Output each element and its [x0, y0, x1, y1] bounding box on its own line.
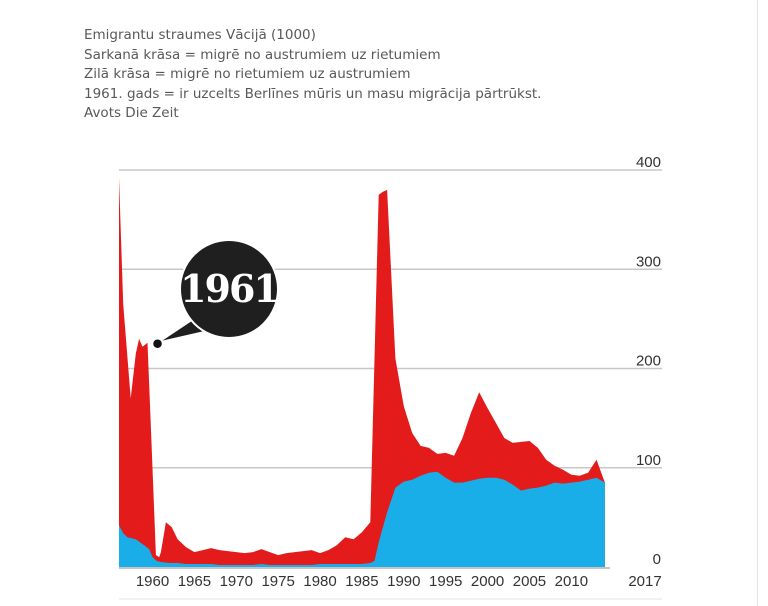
caption-blue-legend: Zilā krāsa = migrē no rietumiem uz austr… — [84, 66, 411, 82]
page-edge-line — [757, 0, 758, 606]
annotation-dot — [151, 337, 164, 350]
x-tick-label-2010: 2010 — [555, 573, 588, 590]
x-tick-label-1965: 1965 — [178, 573, 211, 590]
y-tick-label-300: 300 — [636, 253, 661, 270]
caption-source: Avots Die Zeit — [84, 105, 179, 121]
caption-red-legend: Sarkanā krāsa = migrē no austrumiem uz r… — [84, 46, 441, 63]
y-tick-label-200: 200 — [636, 353, 661, 370]
area-series-red — [119, 177, 605, 567]
x-tick-label-2017: 2017 — [628, 573, 661, 590]
y-tick-label-0: 0 — [653, 551, 661, 568]
x-tick-label-1970: 1970 — [220, 573, 253, 590]
x-tick-label-1975: 1975 — [261, 573, 294, 590]
x-tick-label-1995: 1995 — [429, 573, 462, 590]
area-series-blue — [119, 471, 605, 567]
annotation-label: 1961 — [180, 266, 278, 311]
x-tick-label-2005: 2005 — [513, 573, 546, 590]
chart-caption: Emigrantu straumes Vācijā (1000) Sarkanā… — [84, 26, 541, 124]
x-tick-label-1985: 1985 — [345, 573, 378, 590]
y-tick-label-400: 400 — [636, 154, 661, 171]
annotation-bubble — [179, 239, 279, 339]
y-tick-label-100: 100 — [636, 452, 661, 469]
x-tick-label-1980: 1980 — [303, 573, 336, 590]
x-tick-label-1960: 1960 — [136, 573, 169, 590]
caption-title: Emigrantu straumes Vācijā (1000) — [84, 27, 316, 43]
x-tick-label-2000: 2000 — [471, 573, 504, 590]
caption-1961-note: 1961. gads = ir uzcelts Berlīnes mūris u… — [84, 85, 542, 102]
x-tick-label-1990: 1990 — [387, 573, 420, 590]
